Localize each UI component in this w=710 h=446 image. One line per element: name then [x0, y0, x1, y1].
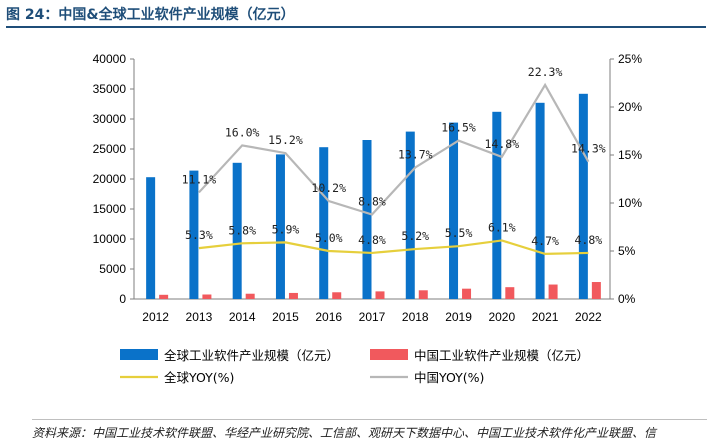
global-bar [362, 140, 372, 299]
china-yoy-label: 13.7% [398, 147, 433, 161]
global-bar [449, 122, 459, 299]
chart-axes: 0 5000 10000 15000 20000 25000 30000 35000 40000… [93, 52, 643, 324]
global-yoy-label: 4.7% [531, 234, 559, 248]
x-tick-label: 2021 [532, 310, 559, 324]
global-bar [492, 111, 502, 299]
china-bar [548, 284, 558, 299]
x-tick-label: 2013 [186, 310, 213, 324]
china-bar [375, 291, 385, 299]
global-yoy-label: 5.9% [272, 222, 300, 236]
china-yoy-label: 8.8% [358, 195, 386, 209]
china-yoy-label: 16.5% [441, 121, 476, 135]
global-yoy-label: 5.2% [401, 229, 429, 243]
china-bar [418, 290, 428, 299]
global-yoy-label: 4.8% [358, 233, 386, 247]
china-yoy-label: 11.1% [182, 172, 217, 186]
global-yoy-label: 6.1% [488, 220, 516, 234]
right-tick-label: 20% [618, 100, 642, 114]
x-tick-label: 2022 [575, 310, 602, 324]
global-yoy-label: 5.0% [315, 231, 343, 245]
global-yoy-label: 4.8% [575, 233, 603, 247]
china-bar [462, 288, 472, 299]
chart-bars [146, 93, 601, 299]
right-tick-label: 0% [618, 292, 636, 306]
china-yoy-label: 16.0% [225, 125, 260, 139]
global-yoy-label: 5.8% [228, 223, 256, 237]
china-yoy-label: 10.2% [311, 181, 346, 195]
left-tick-label: 30000 [93, 112, 127, 126]
x-tick-label: 2019 [445, 310, 472, 324]
china-bar [288, 292, 298, 299]
legend-china-bar-swatch [370, 349, 408, 360]
figure-title: 图 24：中国&全球工业软件产业规模（亿元） [6, 2, 706, 28]
left-tick-label: 40000 [93, 52, 127, 66]
chart-data-labels: 5.3% 5.8% 5.9% 5.0% 4.8% 5.2% 5.5% 6.1% 4.7% 4.8%… [182, 65, 606, 248]
x-tick-label: 2020 [488, 310, 515, 324]
chart-lines [198, 82, 590, 255]
left-tick-label: 25000 [93, 142, 127, 156]
global-yoy-label: 5.5% [445, 226, 473, 240]
x-tick-label: 2016 [315, 310, 342, 324]
china-bar [159, 294, 169, 299]
china-yoy-label: 22.3% [528, 65, 563, 79]
x-tick-label: 2015 [272, 310, 299, 324]
chart-legend: 全球工业软件产业规模（亿元） 中国工业软件产业规模（亿元） 全球YOY(%) 中国YO… [120, 348, 589, 385]
global-yoy-label: 5.3% [185, 228, 213, 242]
china-bar [591, 282, 601, 299]
legend-global-bar-label: 全球工业软件产业规模（亿元） [164, 348, 339, 363]
global-bar [189, 170, 199, 299]
left-tick-label: 15000 [93, 202, 127, 216]
global-bar [578, 93, 588, 299]
global-bar [535, 102, 545, 299]
right-tick-label: 25% [618, 52, 642, 66]
left-tick-label: 0 [119, 292, 126, 306]
legend-china-bar-label: 中国工业软件产业规模（亿元） [414, 348, 589, 363]
global-bar [319, 147, 329, 299]
global-bar [232, 162, 242, 299]
china-yoy-label: 15.2% [268, 133, 303, 147]
right-tick-label: 15% [618, 148, 642, 162]
x-tick-label: 2012 [142, 310, 169, 324]
left-tick-label: 20000 [93, 172, 127, 186]
left-tick-label: 35000 [93, 82, 127, 96]
global-bar [405, 131, 415, 299]
china-bar [332, 292, 342, 299]
china-bar [202, 294, 212, 299]
china-bar [505, 287, 515, 299]
global-yoy-line [198, 239, 589, 255]
china-bar [245, 293, 255, 299]
x-tick-label: 2014 [229, 310, 256, 324]
right-tick-label: 5% [618, 244, 636, 258]
left-tick-label: 5000 [99, 262, 126, 276]
source-note: 资料来源：中国工业技术软件联盟、华经产业研究院、工信部、观研天下数据中心、中国工… [32, 419, 707, 443]
left-tick-label: 10000 [93, 232, 127, 246]
legend-china-yoy-label: 中国YOY(%) [414, 370, 484, 385]
x-tick-label: 2017 [359, 310, 386, 324]
global-bar [275, 154, 285, 299]
x-tick-label: 2018 [402, 310, 429, 324]
china-yoy-line [198, 82, 590, 216]
legend-global-yoy-label: 全球YOY(%) [164, 370, 234, 385]
global-bar [146, 177, 156, 299]
legend-global-bar-swatch [120, 349, 158, 360]
china-yoy-label: 14.3% [571, 142, 606, 156]
china-yoy-label: 14.8% [485, 137, 520, 151]
right-tick-label: 10% [618, 196, 642, 210]
